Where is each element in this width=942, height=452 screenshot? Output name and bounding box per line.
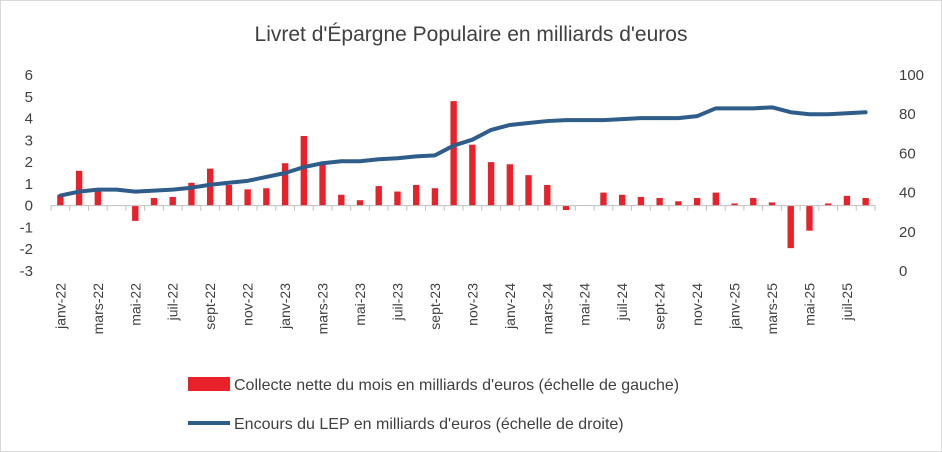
x-tick-label: sept-22 [202,283,218,330]
x-tick-label: mai-24 [577,283,593,326]
legend: Collecte nette du mois en milliards d'eu… [188,377,679,433]
left-tick-label: 6 [25,67,33,84]
right-tick-label: 40 [899,185,916,202]
bar-juin-25 [825,203,832,206]
bar-août-25 [862,198,869,206]
x-tick-label: mai-22 [127,283,143,326]
bar-juin-23 [375,186,382,206]
x-tick-label: mars-22 [90,283,106,335]
bar-juil-23 [394,191,401,206]
x-tick-label: janv-24 [502,283,518,330]
bar-juin-24 [600,192,607,206]
bar-déc-23 [487,162,495,206]
bar-févr-25 [750,198,757,206]
bar-oct-23 [450,101,457,206]
bar-mars-25 [768,202,776,206]
bars-layer [57,101,869,249]
left-tick-label: -1 [20,219,33,236]
bar-août-23 [413,184,420,206]
x-tick-label: janv-25 [727,283,743,330]
bar-juil-25 [843,195,851,206]
bar-août-24 [637,196,645,206]
legend-swatch-bars [188,377,230,391]
right-tick-label: 0 [899,263,907,280]
bar-mars-22 [94,190,101,206]
x-tick-label: mars-23 [315,283,331,335]
x-tick-label: nov-22 [240,283,256,326]
left-tick-label: -3 [20,263,33,280]
left-tick-label: 2 [25,154,33,171]
bar-avr-23 [338,194,345,206]
x-tick-label: mai-25 [801,283,817,326]
x-tick-label: juil-23 [389,283,405,322]
bar-nov-22 [244,189,251,206]
bar-mars-23 [319,162,326,206]
bar-mars-24 [544,184,551,206]
chart-title: Livret d'Épargne Populaire en milliards … [255,23,688,46]
bar-janv-23 [281,163,289,206]
bar-janv-25 [731,203,738,206]
line-encours [58,105,868,198]
left-tick-label: 5 [25,89,33,106]
bar-nov-23 [469,144,476,206]
left-tick-label: -2 [20,241,33,258]
bar-mai-25 [806,205,813,231]
bar-janv-22 [57,194,64,206]
x-tick-label: sept-24 [652,283,668,330]
bar-avr-24 [562,205,570,211]
bar-nov-24 [693,198,701,206]
bar-oct-22 [225,184,233,206]
x-tick-label: nov-24 [689,283,705,326]
x-tick-label: nov-23 [464,283,480,326]
left-tick-label: 4 [25,111,33,128]
left-tick-label: 0 [25,198,33,215]
x-tick-label: juil-25 [839,283,855,322]
bar-mai-23 [356,200,364,206]
left-tick-label: 3 [25,132,33,149]
x-tick-label: sept-23 [427,283,443,330]
legend-label-bars: Collecte nette du mois en milliards d'eu… [234,377,679,394]
bar-juin-22 [150,198,158,206]
bar-sept-24 [656,198,663,206]
right-tick-label: 20 [899,224,916,241]
x-tick-label: mai-23 [352,283,368,326]
bar-déc-24 [712,192,719,206]
bar-août-22 [188,182,195,206]
bar-juil-24 [619,194,626,206]
right-tick-label: 100 [899,67,924,84]
bar-juil-22 [169,196,176,206]
x-axis-ticks: janv-22 mars-22 mai-22 juil-22 sept-22 nov-22… [52,283,855,335]
x-tick-label: juil-24 [614,283,630,322]
bar-déc-22 [263,188,270,206]
bar-sept-22 [207,168,214,206]
bar-févr-23 [300,135,307,206]
x-tick-label: mars-24 [539,283,555,335]
bar-oct-24 [675,201,682,206]
x-tick-label: juil-22 [165,283,181,322]
right-tick-label: 60 [899,145,916,162]
bar-févr-24 [525,175,532,206]
bar-janv-24 [506,164,513,206]
line-layer [58,105,868,198]
x-tick-label: janv-23 [277,283,293,330]
right-tick-label: 80 [899,106,916,123]
bar-mai-22 [132,205,139,221]
x-tick-label: mars-25 [764,283,780,335]
right-axis-ticks: 0 20 40 60 80 100 [899,67,924,280]
left-axis-ticks: -3 -2 -1 0 1 2 3 4 5 6 [20,67,33,280]
axis-layer [50,205,876,211]
bar-févr-22 [75,170,83,206]
bar-sept-23 [431,188,439,206]
legend-label-line: Encours du LEP en milliards d'euros (éch… [234,416,624,433]
bar-avr-25 [787,205,794,249]
x-tick-label: janv-22 [52,283,68,330]
left-tick-label: 1 [25,176,33,193]
